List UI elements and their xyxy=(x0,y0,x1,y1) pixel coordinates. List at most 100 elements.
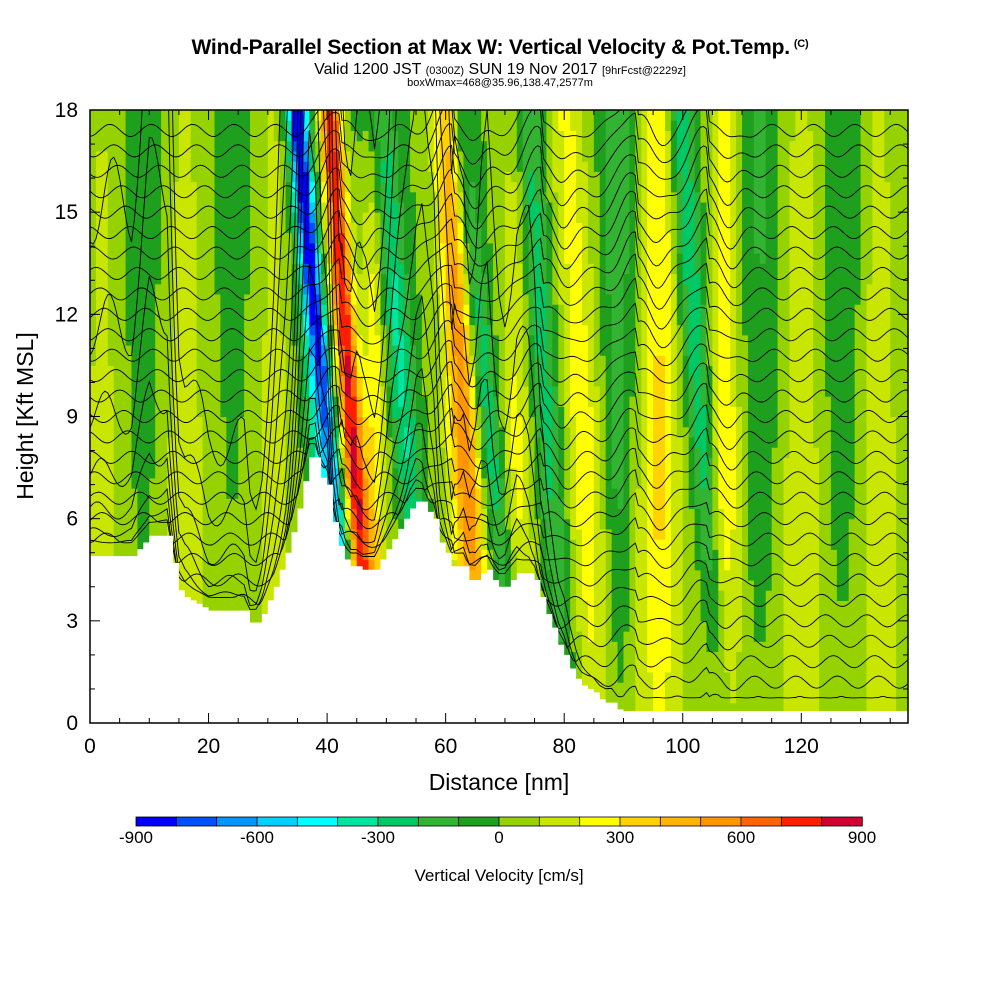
w-cell xyxy=(327,253,334,264)
w-cell xyxy=(190,518,198,530)
w-cell xyxy=(368,283,376,295)
w-cell xyxy=(487,365,494,377)
w-cell xyxy=(90,253,97,264)
w-cell xyxy=(570,447,577,458)
w-cell xyxy=(362,355,370,367)
w-cell xyxy=(244,161,251,172)
w-cell xyxy=(208,150,216,162)
w-cell xyxy=(214,518,222,530)
w-cell xyxy=(374,375,382,387)
w-cell xyxy=(439,447,447,458)
w-cell xyxy=(576,620,583,632)
w-cell xyxy=(161,171,168,183)
w-cell xyxy=(475,344,482,356)
w-cell xyxy=(516,426,524,438)
w-cell xyxy=(107,120,115,132)
w-cell xyxy=(386,293,393,305)
w-cell xyxy=(564,232,571,244)
w-cell xyxy=(119,120,127,132)
w-cell xyxy=(510,416,518,428)
w-cell xyxy=(368,304,376,315)
w-cell xyxy=(273,222,281,234)
w-cell xyxy=(540,191,548,203)
w-cell xyxy=(226,212,233,223)
w-cell xyxy=(344,467,352,479)
w-cell xyxy=(232,467,239,479)
w-cell xyxy=(457,324,465,336)
w-cell xyxy=(570,579,577,591)
w-cell xyxy=(516,436,524,448)
w-cell xyxy=(451,498,459,510)
w-cell xyxy=(392,498,399,510)
w-cell xyxy=(113,528,121,540)
w-cell xyxy=(149,242,156,254)
w-cell xyxy=(416,365,423,377)
w-cell xyxy=(184,324,192,336)
w-cell xyxy=(439,385,447,397)
w-cell xyxy=(172,212,180,223)
w-cell xyxy=(184,590,192,601)
w-cell xyxy=(220,569,227,581)
w-cell xyxy=(344,242,352,254)
w-cell xyxy=(528,324,536,336)
w-cell xyxy=(392,528,399,540)
w-cell xyxy=(362,539,370,550)
w-cell xyxy=(226,467,233,479)
w-cell xyxy=(427,222,435,234)
w-cell xyxy=(552,579,559,591)
w-cell xyxy=(439,171,447,183)
w-cell xyxy=(558,283,565,295)
w-cell xyxy=(546,498,553,510)
w-cell xyxy=(558,610,565,622)
w-cell xyxy=(196,263,204,275)
w-cell xyxy=(570,416,577,428)
w-cell xyxy=(309,181,316,193)
w-cell xyxy=(546,355,553,367)
w-cell xyxy=(309,130,316,142)
w-cell xyxy=(261,569,269,581)
w-cell xyxy=(433,365,441,377)
w-cell xyxy=(178,355,186,367)
w-cell xyxy=(362,406,370,418)
w-cell xyxy=(380,304,387,315)
w-cell xyxy=(350,426,358,438)
w-cell xyxy=(576,457,583,469)
w-cell xyxy=(250,406,257,418)
w-cell xyxy=(184,426,192,438)
w-cell xyxy=(309,334,316,346)
w-cell xyxy=(558,263,565,275)
w-cell xyxy=(196,242,204,254)
w-cell xyxy=(374,385,382,397)
w-cell xyxy=(481,150,488,162)
w-cell xyxy=(125,549,133,561)
w-cell xyxy=(250,324,257,336)
w-cell xyxy=(552,355,559,367)
w-cell xyxy=(143,293,150,305)
w-cell xyxy=(333,508,340,520)
w-cell xyxy=(172,365,180,377)
w-cell xyxy=(208,314,216,326)
w-cell xyxy=(101,314,109,326)
w-cell xyxy=(309,120,316,132)
w-cell xyxy=(522,406,530,418)
w-cell xyxy=(386,334,393,346)
w-cell xyxy=(493,161,500,172)
w-cell xyxy=(410,396,417,407)
w-cell xyxy=(558,467,565,479)
w-cell xyxy=(392,212,399,223)
w-cell xyxy=(386,120,393,132)
w-cell xyxy=(232,140,239,152)
w-cell xyxy=(202,201,210,213)
w-cell xyxy=(238,416,245,428)
w-cell xyxy=(167,518,174,530)
w-cell xyxy=(439,253,447,264)
w-cell xyxy=(90,508,97,520)
w-cell xyxy=(374,539,382,550)
w-cell xyxy=(410,171,417,183)
w-cell xyxy=(558,579,565,591)
w-cell xyxy=(374,293,382,305)
w-cell xyxy=(232,304,239,315)
w-cell xyxy=(232,293,239,305)
w-cell xyxy=(149,293,156,305)
